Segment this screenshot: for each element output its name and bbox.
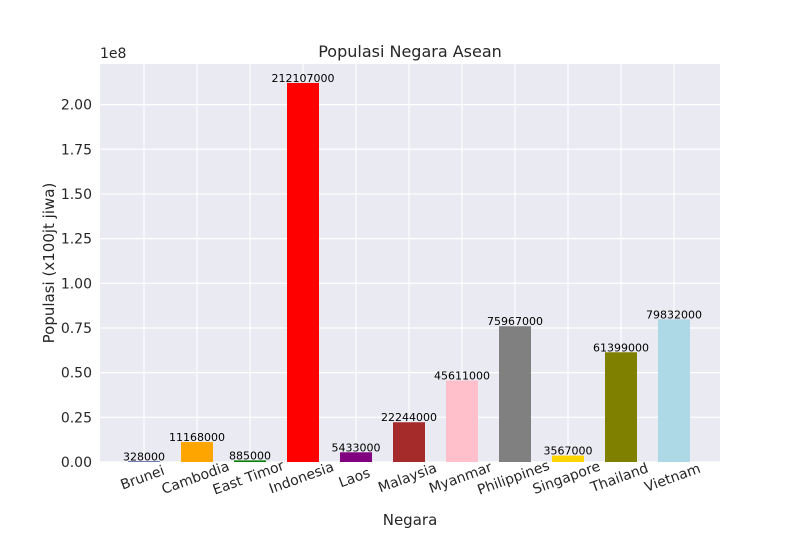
y-tick-label: 0.50 [61,366,92,382]
bar-value-label: 45611000 [434,369,490,382]
bar-value-label: 5433000 [332,441,381,454]
y-axis-exponent: 1e8 [100,46,126,62]
y-tick-labels: 0.00 0.25 0.50 0.75 1.00 1.25 1.50 1.75 2.00 [61,98,92,471]
x-tick-label: Vietnam [642,461,702,496]
bar-value-label: 22244000 [381,411,437,424]
x-axis-title: Negara [383,511,438,529]
y-tick-label: 2.00 [61,98,92,114]
bar-value-labels: 328000 11168000 885000 212107000 5433000 2224… [123,72,702,463]
bars [128,82,690,462]
bar [128,461,160,462]
x-tick-label: Laos [337,465,373,491]
bar-value-label: 212107000 [272,72,335,85]
bar-value-label: 61399000 [593,341,649,354]
bar [340,452,372,462]
y-axis-title: Populasi (x100jt jiwa) [40,183,58,344]
bar-value-label: 3567000 [544,445,593,458]
bar-value-label: 885000 [229,449,271,462]
y-tick-label: 1.75 [61,142,92,158]
bar-value-label: 11168000 [169,431,225,444]
chart-title: Populasi Negara Asean [318,42,502,61]
bar [393,422,425,462]
y-tick-label: 0.25 [61,410,92,426]
bar-value-label: 75967000 [487,315,543,328]
y-tick-label: 1.25 [61,232,92,248]
bar [658,319,690,462]
bar [181,442,213,462]
bar-value-label: 328000 [123,450,165,463]
bar [552,455,584,462]
bar-value-label: 79832000 [646,308,702,321]
bar [499,326,531,462]
y-tick-label: 0.00 [61,455,92,471]
x-tick-label: Brunei [118,463,166,494]
y-tick-label: 1.00 [61,276,92,292]
bar [234,460,266,462]
bar [287,82,319,462]
bar [605,352,637,462]
bar [446,380,478,462]
y-tick-label: 0.75 [61,321,92,337]
y-tick-label: 1.50 [61,187,92,203]
